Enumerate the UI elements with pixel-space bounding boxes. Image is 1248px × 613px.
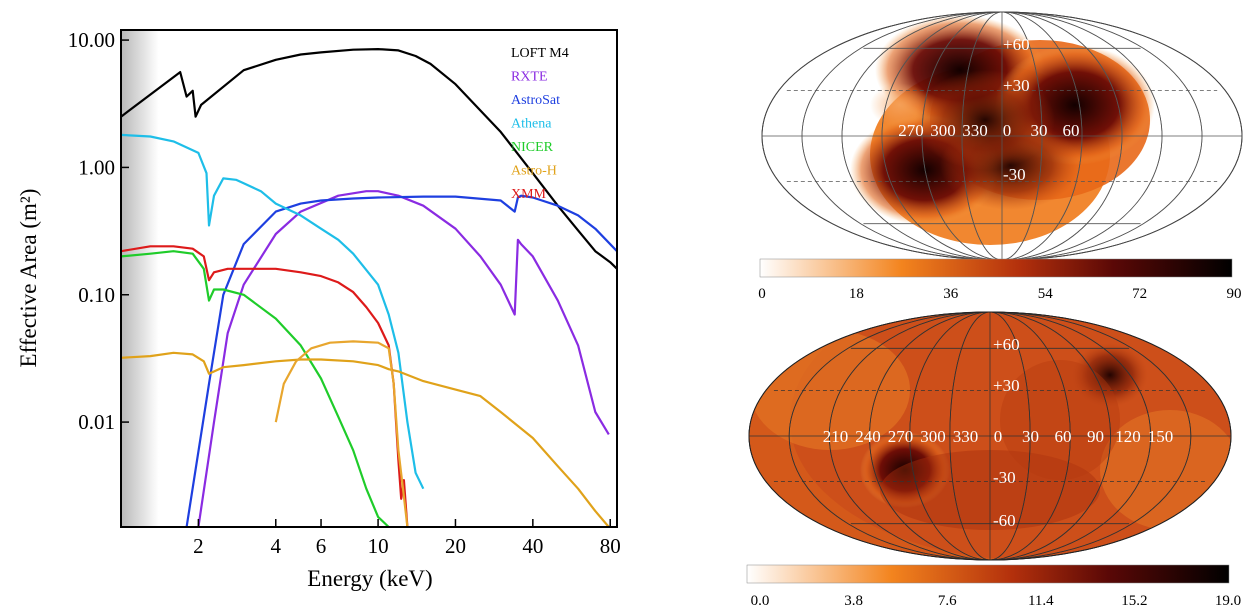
x-tick-label: 4 bbox=[271, 534, 282, 558]
longitude-label: 210 bbox=[823, 427, 849, 446]
colorbar-tick-label: 0.0 bbox=[751, 593, 770, 609]
colorbar-top bbox=[759, 258, 1233, 278]
colorbar-tick-label: 18 bbox=[849, 286, 864, 302]
colorbar-bottom bbox=[746, 564, 1230, 584]
series-line-0 bbox=[121, 48, 617, 270]
series-layer bbox=[121, 48, 617, 527]
latitude-label: +60 bbox=[993, 335, 1020, 354]
legend-entry: Athena bbox=[511, 117, 552, 132]
y-axis-title: Effective Area (m²) bbox=[16, 189, 41, 368]
series-line-1 bbox=[197, 190, 610, 527]
series-line-4 bbox=[121, 250, 390, 527]
map-top-longitude-labels: 270 300 330 0 30 60 bbox=[898, 121, 1079, 140]
longitude-label: 0 bbox=[1003, 121, 1012, 140]
latitude-label: -30 bbox=[1003, 165, 1026, 184]
legend-entry: AstroSat bbox=[511, 93, 560, 108]
colorbar-tick-label: 11.4 bbox=[1028, 593, 1054, 609]
longitude-label: 330 bbox=[953, 427, 979, 446]
low-energy-shaded-band bbox=[121, 30, 159, 527]
series-line-5 bbox=[121, 351, 610, 527]
series-line-7 bbox=[274, 340, 409, 527]
colorbar-tick-label: 15.2 bbox=[1121, 593, 1147, 609]
longitude-label: 300 bbox=[920, 427, 946, 446]
x-axis-title: Energy (keV) bbox=[307, 566, 432, 591]
longitude-label: 240 bbox=[855, 427, 881, 446]
latitude-label: +30 bbox=[993, 376, 1020, 395]
effective-area-chart: 2 4 6 10 20 40 80 0.01 0.10 1.00 10.00 Effective A… bbox=[16, 28, 621, 591]
longitude-label: 150 bbox=[1148, 427, 1174, 446]
latitude-label: -30 bbox=[993, 468, 1016, 487]
sky-map-bottom: 210 240 270 300 330 0 30 60 90 120 150 +60 +30 -30 -6… bbox=[746, 311, 1242, 609]
x-tick-label: 20 bbox=[445, 534, 466, 558]
legend-entry: RXTE bbox=[511, 70, 548, 85]
legend-entry: LOFT M4 bbox=[511, 46, 569, 61]
series-line-3 bbox=[121, 133, 425, 490]
map-bottom-latitude-labels: +60 +30 -30 -60 bbox=[993, 335, 1020, 530]
latitude-label: +60 bbox=[1003, 35, 1030, 54]
colorbar-tick-label: 90 bbox=[1227, 286, 1242, 302]
map-top-latitude-labels: +60 +30 -30 bbox=[1003, 35, 1030, 184]
map-bottom-outline bbox=[748, 311, 1232, 561]
colorbar-tick-label: 36 bbox=[943, 286, 959, 302]
longitude-label: 0 bbox=[994, 427, 1003, 446]
plot-frame bbox=[120, 29, 618, 528]
colorbar-tick-label: 54 bbox=[1038, 286, 1054, 302]
map-bottom-longitude-labels: 210 240 270 300 330 0 30 60 90 120 150 bbox=[823, 427, 1174, 446]
longitude-label: 60 bbox=[1055, 427, 1072, 446]
series-line-2 bbox=[185, 194, 617, 527]
longitude-label: 90 bbox=[1087, 427, 1104, 446]
sky-map-top: 270 300 330 0 30 60 +60 +30 -30 0 18 36 54 72 90 bbox=[758, 11, 1243, 302]
legend-entry: XMM bbox=[511, 187, 547, 202]
colorbar-tick-label: 19.0 bbox=[1215, 593, 1241, 609]
colorbar-tick-label: 3.8 bbox=[844, 593, 863, 609]
legend-entry: NICER bbox=[511, 140, 554, 155]
longitude-label: 30 bbox=[1031, 121, 1048, 140]
colorbar-tick-label: 0 bbox=[758, 286, 766, 302]
x-tick-label: 40 bbox=[522, 534, 543, 558]
x-tick-label: 2 bbox=[193, 534, 204, 558]
longitude-label: 120 bbox=[1115, 427, 1141, 446]
latitude-label: +30 bbox=[1003, 76, 1030, 95]
y-tick-label: 0.01 bbox=[78, 410, 115, 434]
longitude-label: 330 bbox=[962, 121, 988, 140]
legend-entry: Astro-H bbox=[511, 164, 557, 179]
latitude-label: -60 bbox=[993, 511, 1016, 530]
legend: LOFT M4 RXTE AstroSat Athena NICER Astro-H XMM bbox=[511, 46, 569, 202]
x-tick-label: 10 bbox=[368, 534, 389, 558]
y-tick-label: 1.00 bbox=[78, 155, 115, 179]
x-tick-label: 6 bbox=[316, 534, 327, 558]
y-tick-label: 10.00 bbox=[68, 28, 115, 52]
longitude-label: 30 bbox=[1022, 427, 1039, 446]
y-tick-label: 0.10 bbox=[78, 283, 115, 307]
x-tick-label: 80 bbox=[600, 534, 621, 558]
colorbar-tick-label: 72 bbox=[1132, 286, 1147, 302]
longitude-label: 270 bbox=[898, 121, 924, 140]
longitude-label: 270 bbox=[888, 427, 914, 446]
tick-layer: 2 4 6 10 20 40 80 0.01 0.10 1.00 10.00 bbox=[68, 28, 621, 558]
colorbar-bottom-ticks: 0.0 3.8 7.6 11.4 15.2 19.0 bbox=[751, 593, 1242, 609]
longitude-label: 300 bbox=[930, 121, 956, 140]
longitude-label: 60 bbox=[1063, 121, 1080, 140]
colorbar-tick-label: 7.6 bbox=[938, 593, 957, 609]
colorbar-top-ticks: 0 18 36 54 72 90 bbox=[758, 286, 1241, 302]
